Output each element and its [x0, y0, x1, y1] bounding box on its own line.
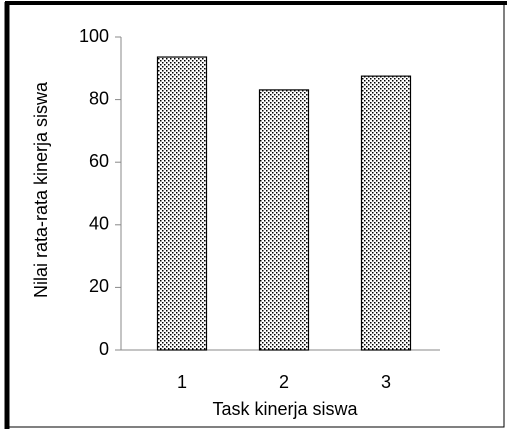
x-axis-label: Task kinerja siswa — [212, 399, 358, 419]
y-tick-label: 0 — [99, 339, 109, 359]
y-tick-label: 40 — [89, 214, 109, 234]
x-tick-label: 1 — [177, 372, 187, 392]
bar — [360, 75, 412, 351]
x-tick-label: 3 — [381, 372, 391, 392]
bar — [258, 89, 310, 351]
x-tick-label: 2 — [279, 372, 289, 392]
y-tick-label: 80 — [89, 88, 109, 108]
y-axis-label: Nilai rata-rata kinerja siswa — [31, 81, 51, 298]
y-tick-label: 60 — [89, 151, 109, 171]
y-tick-label: 20 — [89, 276, 109, 296]
bar — [156, 56, 208, 351]
y-tick-label: 100 — [79, 26, 109, 46]
frame — [6, 3, 505, 428]
